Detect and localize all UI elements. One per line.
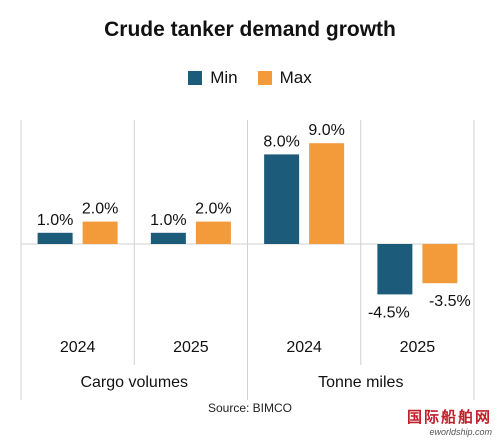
bar-min bbox=[150, 232, 186, 244]
legend-item-min: Min bbox=[188, 68, 238, 88]
data-label-max: 9.0% bbox=[308, 122, 344, 139]
data-label-max: -3.5% bbox=[429, 293, 471, 310]
legend-swatch-max bbox=[257, 71, 272, 85]
category-tick-label: 2025 bbox=[400, 339, 436, 356]
legend-swatch-min bbox=[188, 71, 203, 85]
chart-title: Crude tanker demand growth bbox=[104, 18, 396, 41]
data-label-min: 8.0% bbox=[263, 133, 299, 150]
bar-max bbox=[309, 143, 345, 244]
source-note: Source: BIMCO bbox=[207, 401, 293, 415]
bar-min bbox=[264, 154, 300, 244]
data-label-min: 1.0% bbox=[150, 212, 186, 229]
group-label: Tonne miles bbox=[318, 374, 403, 391]
category-tick-label: 2024 bbox=[60, 339, 96, 356]
data-label-max: 2.0% bbox=[195, 201, 231, 218]
bar-max bbox=[82, 221, 118, 244]
watermark-url: eworldship.com bbox=[429, 427, 492, 437]
data-label-min: 1.0% bbox=[37, 212, 73, 229]
category-tick-label: 2024 bbox=[286, 339, 322, 356]
data-label-max: 2.0% bbox=[82, 201, 118, 218]
legend-label-max: Max bbox=[279, 68, 312, 87]
legend-label-min: Min bbox=[210, 68, 238, 87]
bar-min bbox=[377, 244, 413, 295]
data-label-min: -4.5% bbox=[368, 304, 410, 321]
bar-min bbox=[37, 232, 73, 244]
legend: Min Max bbox=[0, 68, 500, 88]
bar-max bbox=[195, 221, 231, 244]
watermark-logo: 国际船舶网 eworldship.com bbox=[407, 406, 492, 437]
group-label: Cargo volumes bbox=[80, 374, 188, 391]
bar-max bbox=[422, 244, 458, 284]
category-tick-label: 2025 bbox=[173, 339, 209, 356]
legend-item-max: Max bbox=[257, 68, 312, 88]
watermark-text: 国际船舶网 bbox=[406, 408, 492, 426]
